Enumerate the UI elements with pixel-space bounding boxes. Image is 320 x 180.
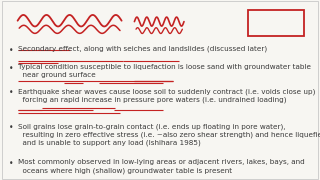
Text: •: • bbox=[9, 88, 13, 97]
Text: •: • bbox=[9, 123, 13, 132]
Bar bbox=[248, 10, 304, 36]
FancyBboxPatch shape bbox=[2, 1, 318, 179]
Text: Earthquake shear waves cause loose soil to suddenly contract (i.e. voids close u: Earthquake shear waves cause loose soil … bbox=[18, 88, 315, 103]
Text: •: • bbox=[9, 64, 13, 73]
Text: Secondary effect, along with seiches and landslides (discussed later): Secondary effect, along with seiches and… bbox=[18, 46, 267, 52]
Text: Soil grains lose grain-to-grain contact (i.e. ends up floating in pore water),
 : Soil grains lose grain-to-grain contact … bbox=[18, 123, 320, 146]
Text: Most commonly observed in low-lying areas or adjacent rivers, lakes, bays, and
 : Most commonly observed in low-lying area… bbox=[18, 159, 304, 174]
Text: •: • bbox=[9, 159, 13, 168]
Text: •: • bbox=[9, 46, 13, 55]
Text: Typical condition susceptible to liquefaction is loose sand with groundwater tab: Typical condition susceptible to liquefa… bbox=[18, 64, 311, 78]
